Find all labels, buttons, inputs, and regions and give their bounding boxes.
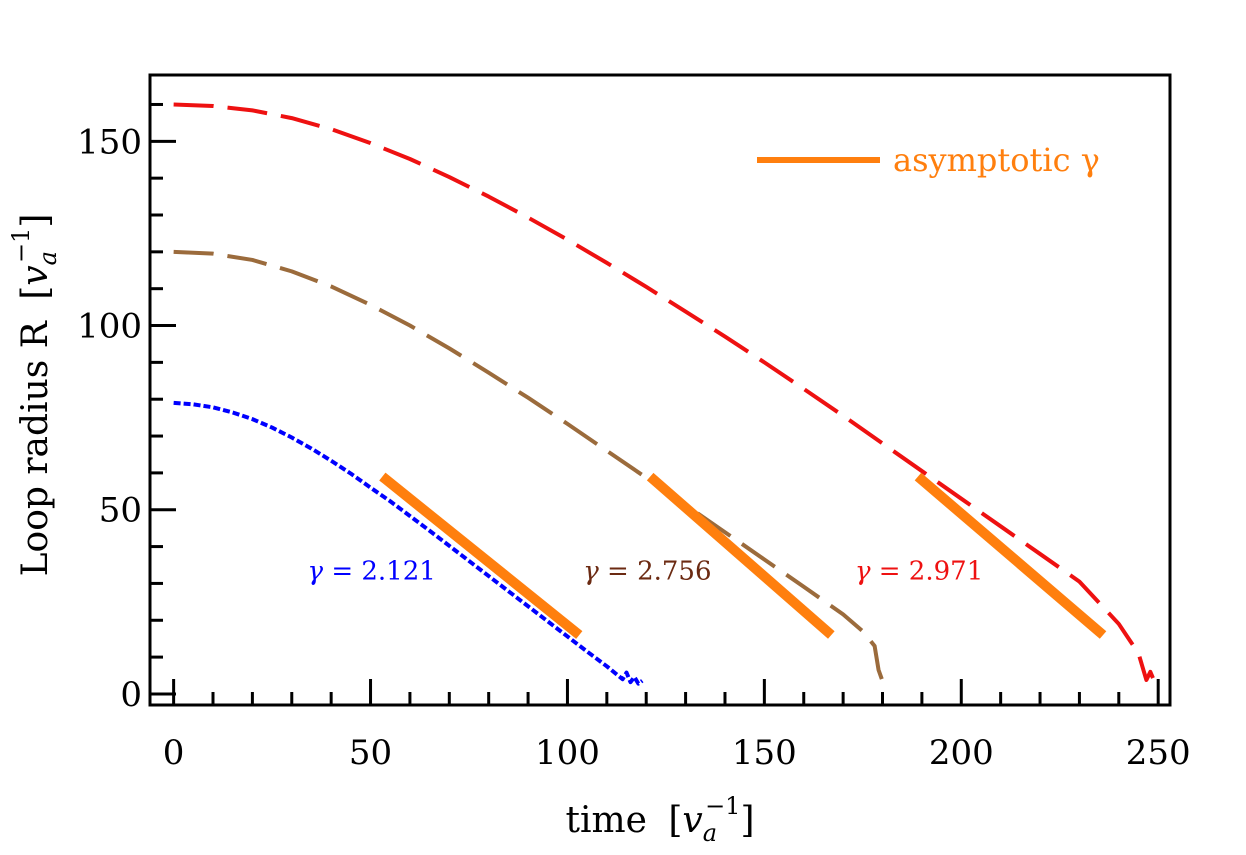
legend: asymptotic γ	[757, 141, 1100, 179]
legend-label-asymptotic: asymptotic γ	[893, 141, 1100, 179]
y-tick-labels: 0 50 100 150	[77, 122, 142, 715]
y-axis-unit-base: v	[15, 265, 56, 285]
series-line-0	[173, 400, 644, 686]
axis-ticks	[150, 102, 1160, 705]
x-tick-label: 0	[163, 733, 185, 773]
x-axis-unit-sub: a	[703, 819, 717, 847]
fit-layer	[379, 472, 1107, 639]
x-axis-unit-base: v	[682, 800, 702, 841]
x-tick-label: 200	[929, 733, 994, 773]
y-tick-label: 100	[77, 307, 142, 347]
x-tick-label: 150	[732, 733, 797, 773]
series-line-2	[173, 102, 1157, 682]
x-tick-labels: 0 50 100 150 200 250	[163, 733, 1191, 773]
series-line-1	[173, 249, 889, 690]
y-tick-label: 0	[120, 675, 142, 715]
y-tick-label: 50	[99, 491, 142, 531]
asymptotic-fit-1	[646, 472, 835, 639]
x-axis-title: time [va−1]	[565, 792, 754, 847]
gamma-annotation-0: γ = 2.121	[308, 557, 436, 587]
gamma-annotation-1: γ = 2.756	[583, 557, 711, 587]
y-axis-unit-sub: a	[34, 251, 62, 265]
plot-frame	[148, 73, 1172, 707]
x-tick-label: 50	[349, 733, 392, 773]
annotation-layer: γ = 2.121 γ = 2.756 γ = 2.971	[308, 557, 984, 587]
asymptotic-fit-2	[914, 472, 1107, 639]
x-tick-label: 250	[1126, 733, 1191, 773]
y-axis-label: Loop radius R	[15, 320, 56, 576]
gamma-annotation-2: γ = 2.971	[855, 557, 983, 587]
asymptotic-fit-0	[379, 472, 583, 639]
series-layer	[173, 102, 1157, 690]
x-axis-unit-sup: −1	[705, 792, 740, 820]
y-axis-unit-sup: −1	[7, 228, 35, 263]
y-tick-label: 150	[77, 122, 142, 162]
x-tick-label: 100	[535, 733, 600, 773]
y-axis-title: Loop radius R [va−1]	[7, 214, 62, 577]
x-axis-label: time	[565, 800, 646, 841]
